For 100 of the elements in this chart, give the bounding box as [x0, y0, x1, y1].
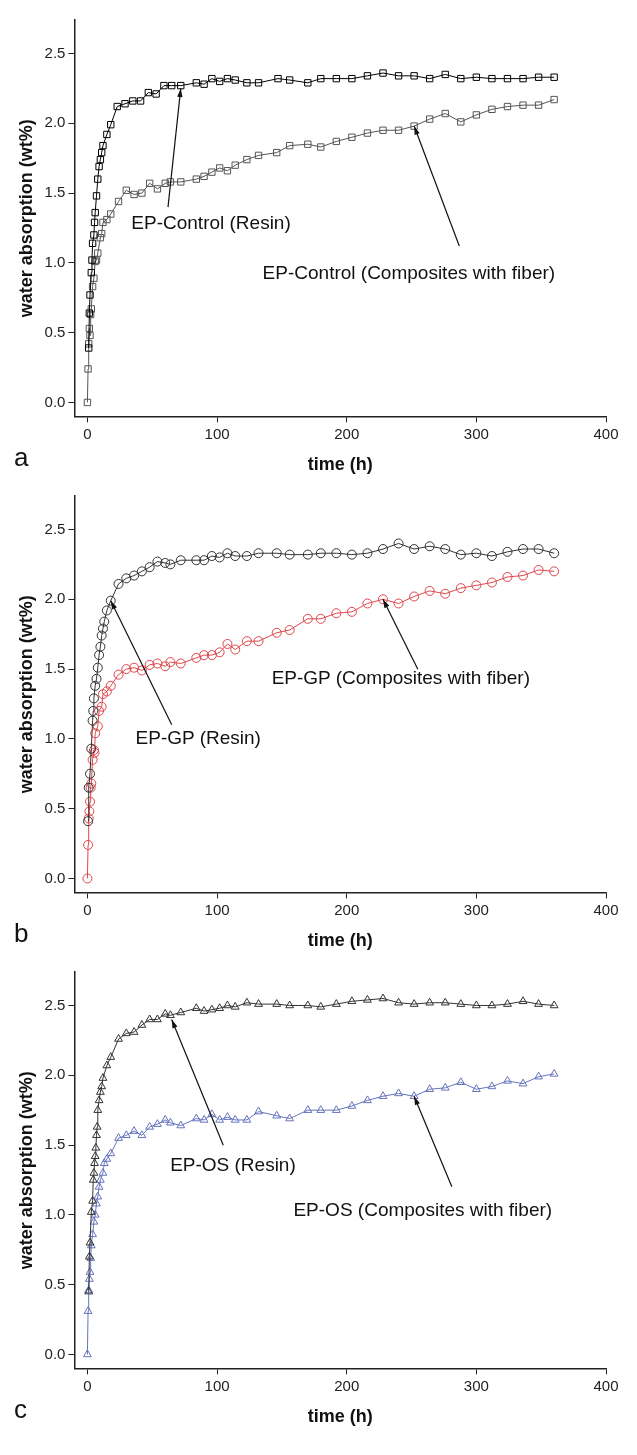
point [315, 548, 326, 559]
point [284, 549, 295, 560]
point [199, 650, 210, 661]
point [160, 81, 168, 90]
point [86, 1207, 96, 1215]
y-tick-label: 1.5 [44, 183, 66, 201]
point [176, 1120, 186, 1129]
point [206, 551, 217, 562]
point [362, 598, 373, 609]
text: a [14, 442, 29, 472]
point [83, 1349, 92, 1358]
y-tick-label: 0.5 [44, 1274, 66, 1292]
point [231, 76, 239, 84]
point [94, 650, 105, 661]
point [92, 1121, 102, 1130]
x-tick-label: 300 [463, 900, 489, 918]
point [82, 873, 93, 884]
point [177, 178, 185, 186]
point [302, 613, 313, 624]
point [160, 1114, 170, 1123]
point [518, 544, 529, 555]
y-axis-title: water absorption (wt%) [15, 119, 36, 319]
point [99, 616, 110, 627]
point [99, 141, 107, 150]
point [424, 541, 435, 552]
x-tick-label: 0 [83, 1376, 92, 1394]
point [165, 1117, 175, 1126]
point [503, 1075, 512, 1084]
point [488, 74, 496, 83]
point [102, 1154, 112, 1162]
point [215, 1003, 225, 1012]
point [426, 74, 434, 83]
annotation: EP-GP (Composites with fiber) [271, 666, 530, 688]
point [214, 552, 225, 563]
x-axis-title: time (h) [307, 1406, 373, 1427]
point [129, 97, 137, 105]
point [95, 641, 106, 652]
point [534, 73, 543, 81]
point [518, 1078, 528, 1087]
point [98, 1073, 108, 1081]
point [114, 197, 123, 206]
x-tick-label: 200 [334, 1376, 360, 1394]
point [168, 81, 176, 90]
point [129, 662, 140, 673]
point [223, 1112, 232, 1120]
point [144, 562, 155, 573]
y-tick-label: 0.5 [44, 798, 66, 816]
point [471, 1000, 481, 1009]
point [223, 1000, 232, 1009]
point [199, 1006, 209, 1014]
point [121, 573, 132, 584]
point [331, 608, 342, 619]
point [107, 121, 115, 129]
point [86, 778, 97, 789]
point [88, 239, 97, 248]
point [230, 1001, 240, 1010]
point [98, 229, 106, 238]
y-tick-label: 2.0 [44, 113, 66, 131]
point [503, 102, 512, 111]
point [96, 630, 107, 641]
y-axis-title: water absorption (wt%) [15, 1071, 36, 1271]
point [129, 1126, 139, 1134]
y-tick-label: 2.5 [44, 995, 66, 1013]
point [410, 72, 418, 80]
point [96, 155, 105, 164]
point [137, 1130, 147, 1139]
point [378, 544, 389, 555]
x-tick-label: 0 [83, 424, 92, 442]
point [425, 1084, 435, 1092]
point [85, 768, 96, 779]
point [486, 551, 497, 562]
point [95, 162, 103, 171]
point [363, 1095, 372, 1104]
point [177, 81, 185, 90]
point [97, 689, 108, 700]
point [254, 1106, 263, 1115]
point [130, 190, 138, 199]
point [114, 1034, 123, 1042]
point [274, 74, 282, 83]
point [363, 994, 372, 1003]
point [441, 70, 449, 79]
annotation: EP-GP (Resin) [135, 727, 261, 749]
point [223, 167, 232, 175]
y-tick-label: 2.0 [44, 1065, 66, 1083]
point [271, 627, 282, 638]
point [231, 161, 239, 169]
point [90, 728, 101, 739]
point [488, 105, 496, 114]
point [533, 544, 544, 555]
point [90, 218, 99, 227]
point [502, 546, 513, 557]
point [503, 74, 512, 83]
y-tick-label: 2.0 [44, 589, 66, 607]
annotation: EP-Control (Resin) [131, 211, 291, 233]
point [165, 1010, 175, 1019]
point [303, 1000, 313, 1009]
point [410, 122, 418, 130]
x-tick-label: 100 [204, 900, 230, 918]
point [317, 74, 325, 83]
point [166, 178, 175, 186]
